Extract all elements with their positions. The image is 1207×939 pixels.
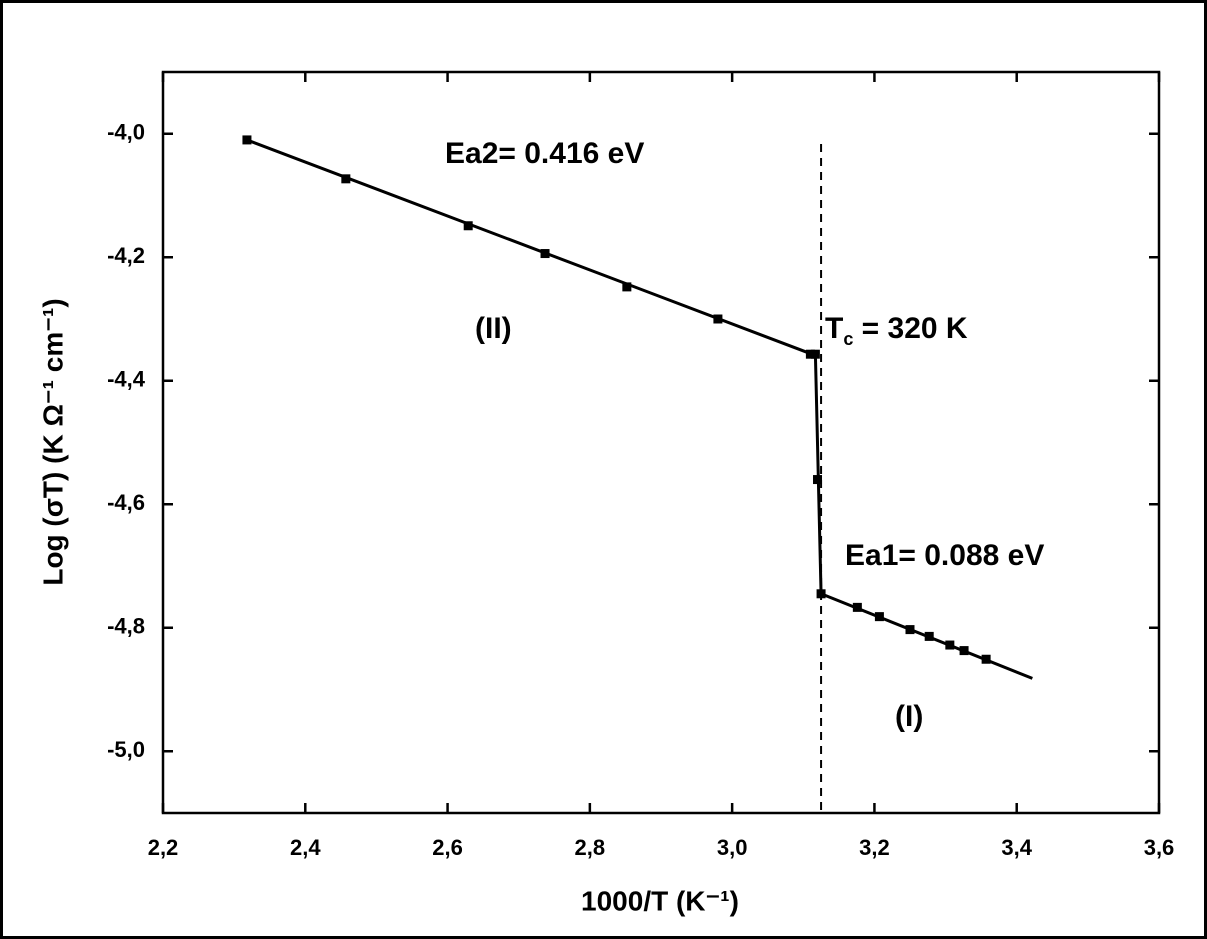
data-point (875, 612, 884, 621)
x-tick-label: 3,0 (717, 835, 748, 860)
annotation: (II) (475, 312, 512, 345)
data-point (811, 350, 820, 359)
x-tick-label: 2,2 (148, 835, 179, 860)
y-tick-label: -4,2 (107, 243, 145, 268)
x-axis-title: 1000/T (K⁻¹) (581, 885, 739, 916)
annotation: Ea1= 0.088 eV (845, 539, 1044, 572)
data-point (242, 135, 251, 144)
annotation-base: T (825, 312, 843, 345)
y-tick-label: -4,4 (107, 367, 146, 392)
data-point (622, 282, 631, 291)
data-point (925, 632, 934, 641)
annotation: (I) (895, 700, 923, 733)
data-point (541, 249, 550, 258)
y-axis-title: Log (σT) (K Ω⁻¹ cm⁻¹) (37, 298, 68, 585)
y-tick-label: -4,6 (107, 490, 145, 515)
y-tick-label: -4,0 (107, 120, 145, 145)
x-tick-label: 2,8 (575, 835, 606, 860)
y-tick-label: -4,8 (107, 614, 145, 639)
data-point (464, 221, 473, 230)
x-tick-label: 3,6 (1144, 835, 1175, 860)
annotation-sub: c (843, 329, 853, 349)
data-point (906, 625, 915, 634)
data-point (813, 475, 822, 484)
data-point (945, 641, 954, 650)
annotation-tail: = 320 K (853, 312, 968, 345)
x-tick-label: 2,4 (290, 835, 321, 860)
data-point (341, 174, 350, 183)
x-tick-label: 3,2 (859, 835, 890, 860)
data-point (982, 655, 991, 664)
x-tick-label: 3,4 (1001, 835, 1032, 860)
y-tick-label: -5,0 (107, 737, 145, 762)
x-tick-label: 2,6 (432, 835, 463, 860)
data-point (960, 646, 969, 655)
data-point (817, 589, 826, 598)
data-point (713, 315, 722, 324)
data-point (853, 603, 862, 612)
annotation: Ea2= 0.416 eV (445, 137, 644, 170)
chart: 1000/T (K⁻¹) Log (σT) (K Ω⁻¹ cm⁻¹) 2,2 2,… (0, 0, 1207, 939)
